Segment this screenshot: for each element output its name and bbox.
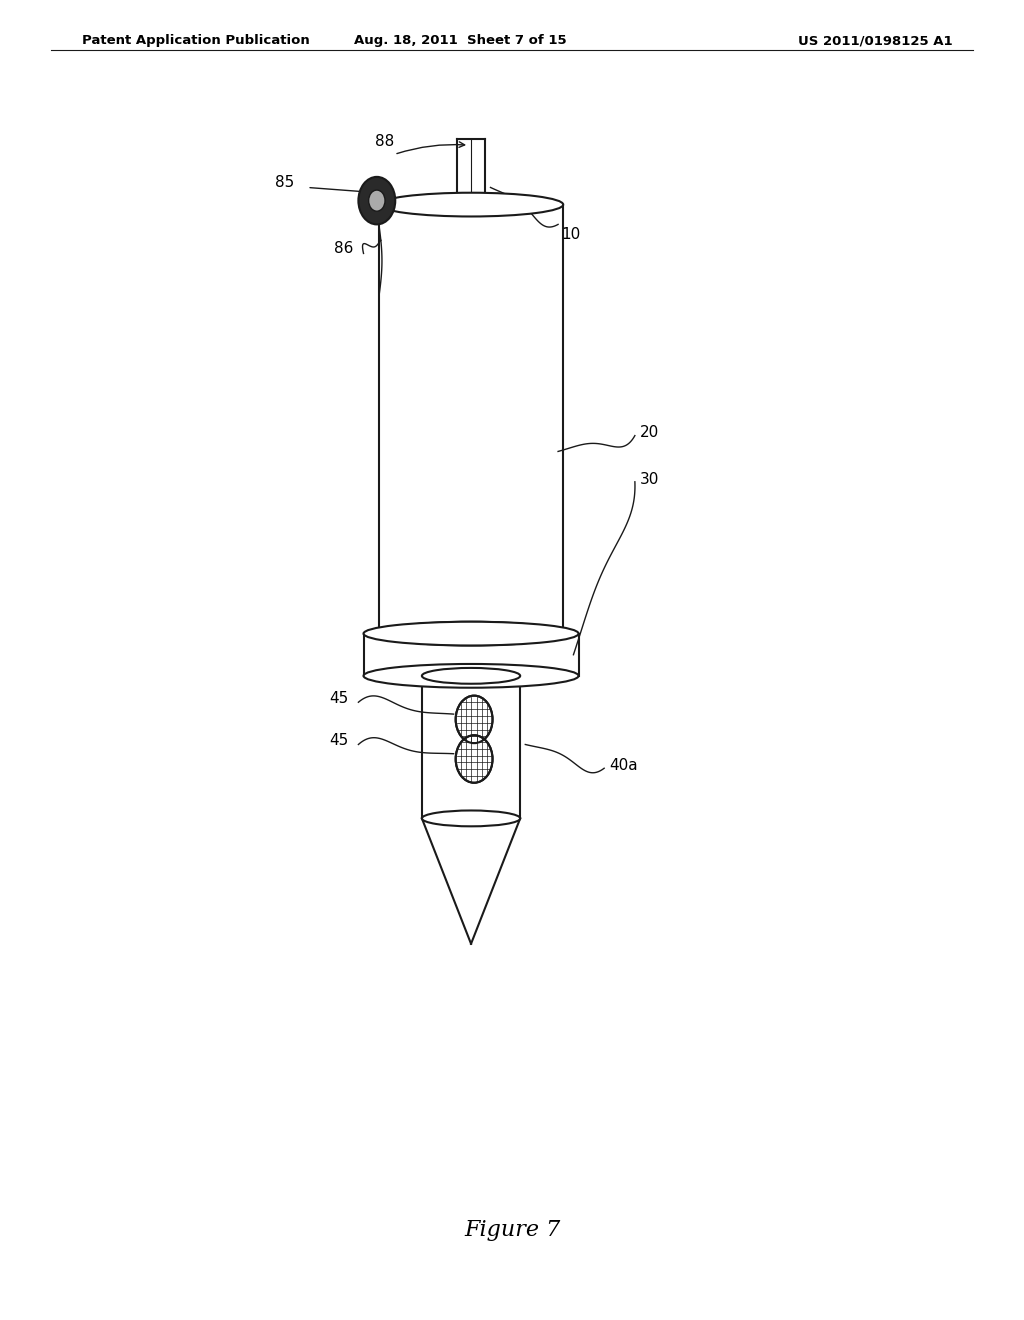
Text: 45: 45 xyxy=(329,690,348,706)
Ellipse shape xyxy=(422,810,520,826)
Ellipse shape xyxy=(422,668,520,684)
Text: 20: 20 xyxy=(640,425,659,441)
Ellipse shape xyxy=(364,622,579,645)
Circle shape xyxy=(456,735,493,783)
Text: 85: 85 xyxy=(274,174,294,190)
Ellipse shape xyxy=(379,193,563,216)
Ellipse shape xyxy=(379,622,563,645)
Text: 45: 45 xyxy=(329,733,348,748)
Text: 10: 10 xyxy=(561,227,581,242)
Text: 86: 86 xyxy=(334,240,353,256)
Circle shape xyxy=(456,696,493,743)
Text: 88: 88 xyxy=(376,135,394,149)
Text: 30: 30 xyxy=(640,471,659,487)
Text: US 2011/0198125 A1: US 2011/0198125 A1 xyxy=(798,34,952,48)
Circle shape xyxy=(369,190,385,211)
Text: Figure 7: Figure 7 xyxy=(464,1220,560,1241)
Text: Patent Application Publication: Patent Application Publication xyxy=(82,34,309,48)
Text: Aug. 18, 2011  Sheet 7 of 15: Aug. 18, 2011 Sheet 7 of 15 xyxy=(354,34,567,48)
Text: 40a: 40a xyxy=(609,758,638,774)
Ellipse shape xyxy=(364,664,579,688)
Circle shape xyxy=(358,177,395,224)
